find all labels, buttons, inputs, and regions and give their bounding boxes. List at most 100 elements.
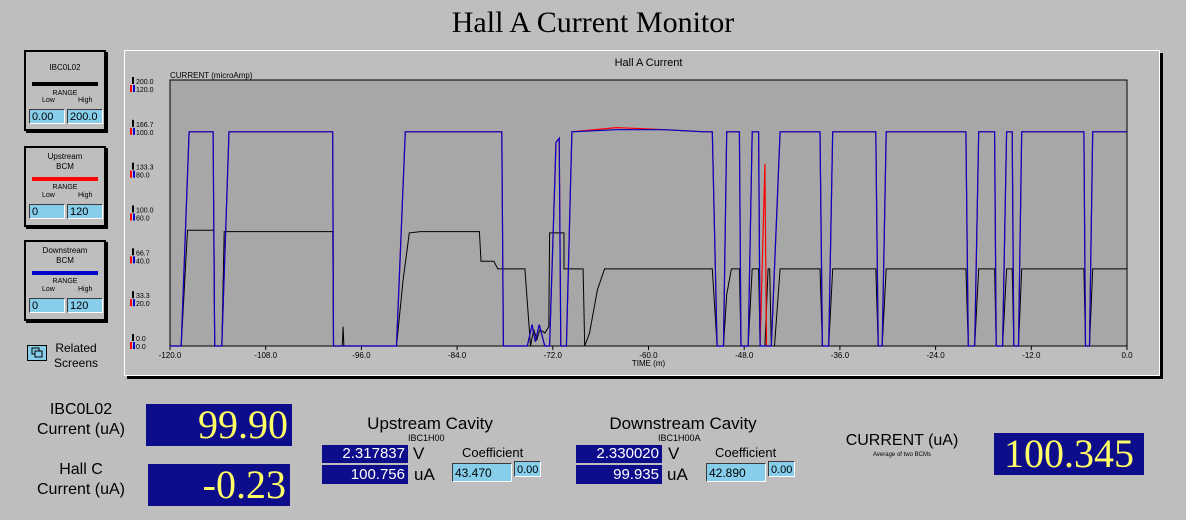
downstream-offset-field[interactable]: 0.00	[768, 461, 795, 477]
upstream-coefficient-label: Coefficient	[462, 445, 524, 460]
downstream-volts-value: 2.330020	[576, 445, 662, 463]
x-tick-label: -96.0	[352, 351, 371, 360]
y-tick-label-black: 33.3	[136, 293, 150, 300]
related-screens-button[interactable]	[27, 345, 47, 361]
y-tick-label-red: 60.0	[136, 216, 150, 223]
legend-name: IBC0L02	[49, 63, 81, 72]
strip-chart: Hall A Current CURRENT (microAmp) TIME (m)…	[130, 57, 1133, 368]
y-tick-swatch-blue	[133, 299, 135, 307]
current-average-value: 100.345	[994, 433, 1144, 475]
x-tick-label: -36.0	[831, 351, 850, 360]
y-tick-swatch-black	[132, 119, 134, 127]
range-high-field[interactable]: 120	[67, 298, 103, 313]
high-label: High	[78, 286, 93, 293]
x-tick-label: -108.0	[254, 351, 277, 360]
legend-panel-ibc: IBC0L02 RANGE Low High 0.00 200.0	[24, 50, 106, 131]
low-label: Low	[42, 286, 55, 293]
y-tick-label-red: 80.0	[136, 173, 150, 180]
y-tick-swatch-blue	[133, 213, 135, 221]
upstream-volts-value: 2.317837	[322, 445, 408, 463]
hallc-current-label: Hall C Current (uA)	[36, 461, 126, 498]
range-low-field[interactable]: 0.00	[29, 109, 65, 124]
y-tick-swatch-black	[132, 248, 134, 256]
range-low-field[interactable]: 0	[29, 298, 65, 313]
x-axis-label: TIME (m)	[632, 359, 666, 368]
y-tick-swatch-red	[130, 85, 132, 92]
y-tick-label-black: 100.0	[136, 208, 154, 215]
x-tick-label: -48.0	[735, 351, 754, 360]
y-tick-label-red: 120.0	[136, 87, 154, 94]
ibc-current-label: IBC0L02 Current (uA)	[36, 401, 126, 438]
y-tick-swatch-red	[130, 213, 132, 221]
y-axis-label: CURRENT (microAmp)	[170, 71, 253, 80]
range-high-field[interactable]: 120	[67, 204, 103, 219]
legend-panel-downstream: Downstream BCM RANGE Low High 0 120	[24, 240, 106, 321]
x-tick-label: -60.0	[639, 351, 658, 360]
low-label: Low	[42, 192, 55, 199]
upstream-title: Upstream Cavity	[367, 414, 493, 433]
hallc-current-value: -0.23	[148, 464, 290, 506]
y-tick-label-black: 200.0	[136, 79, 154, 86]
upstream-ua-value: 100.756	[322, 465, 408, 484]
upstream-offset-field[interactable]: 0.00	[514, 461, 541, 477]
upstream-coefficient-field[interactable]: 43.470	[452, 463, 512, 482]
y-tick-swatch-black	[132, 205, 134, 213]
y-tick-swatch-blue	[133, 127, 135, 135]
downstream-coefficient-label: Coefficient	[715, 445, 777, 460]
related-screens-icon	[31, 347, 43, 358]
y-tick-label-black: 66.7	[136, 250, 150, 257]
range-label: RANGE	[52, 278, 78, 285]
y-tick-swatch-red	[130, 342, 132, 349]
x-tick-label: 0.0	[1121, 351, 1133, 360]
range-high-field[interactable]: 200.0	[67, 109, 103, 124]
x-tick-label: -72.0	[544, 351, 563, 360]
downstream-pv-label: IBC1H00A	[658, 433, 701, 443]
y-tick-label-red: 40.0	[136, 258, 150, 265]
strip-chart-panel: Hall A Current CURRENT (microAmp) TIME (m)…	[124, 50, 1160, 376]
downstream-coefficient-field[interactable]: 42.890	[706, 463, 766, 482]
y-tick-label-red: 20.0	[136, 301, 150, 308]
range-low-field[interactable]: 0	[29, 204, 65, 219]
x-tick-label: -120.0	[159, 351, 182, 360]
x-tick-label: -12.0	[1022, 351, 1041, 360]
y-tick-swatch-red	[130, 170, 132, 178]
related-screens-line1: Related	[55, 341, 97, 355]
y-tick-swatch-red	[130, 127, 132, 135]
downstream-ua-value: 99.935	[576, 465, 662, 484]
range-label: RANGE	[52, 90, 78, 97]
series-line-2	[170, 129, 1127, 347]
y-tick-label-black: 133.3	[136, 165, 154, 172]
high-label: High	[78, 192, 93, 199]
legend-name: Downstream BCM	[42, 246, 88, 265]
plot-area	[169, 79, 1128, 347]
high-label: High	[78, 97, 93, 104]
legend-color-bar	[32, 271, 98, 275]
y-tick-swatch-blue	[133, 256, 135, 264]
related-screens-line2: Screens	[54, 356, 99, 370]
range-label: RANGE	[52, 184, 78, 191]
y-tick-label-black: 0.0	[136, 336, 146, 343]
y-tick-swatch-blue	[133, 170, 135, 178]
upstream-volts-unit: V	[413, 444, 425, 463]
downstream-title: Downstream Cavity	[609, 414, 757, 433]
legend-name: Upstream BCM	[47, 152, 83, 171]
y-tick-swatch-black	[132, 291, 134, 299]
legend-color-bar	[32, 82, 98, 86]
x-tick-label: -84.0	[448, 351, 467, 360]
upstream-pv-label: IBC1H00	[408, 433, 445, 443]
y-tick-swatch-red	[130, 299, 132, 307]
y-tick-swatch-black	[132, 334, 134, 341]
page-title: Hall A Current Monitor	[451, 6, 735, 39]
y-tick-swatch-black	[132, 162, 134, 170]
related-screens-label: Related Screens	[54, 341, 98, 371]
y-tick-label-black: 166.7	[136, 122, 154, 129]
y-tick-swatch-black	[132, 77, 134, 84]
low-label: Low	[42, 97, 55, 104]
downstream-volts-unit: V	[668, 444, 680, 463]
legend-color-bar	[32, 177, 98, 181]
chart-title: Hall A Current	[615, 57, 683, 69]
y-tick-label-red: 100.0	[136, 130, 154, 137]
downstream-ua-unit: uA	[667, 465, 688, 484]
y-tick-label-red: 0.0	[136, 344, 146, 351]
legend-panel-upstream: Upstream BCM RANGE Low High 0 120	[24, 146, 106, 227]
